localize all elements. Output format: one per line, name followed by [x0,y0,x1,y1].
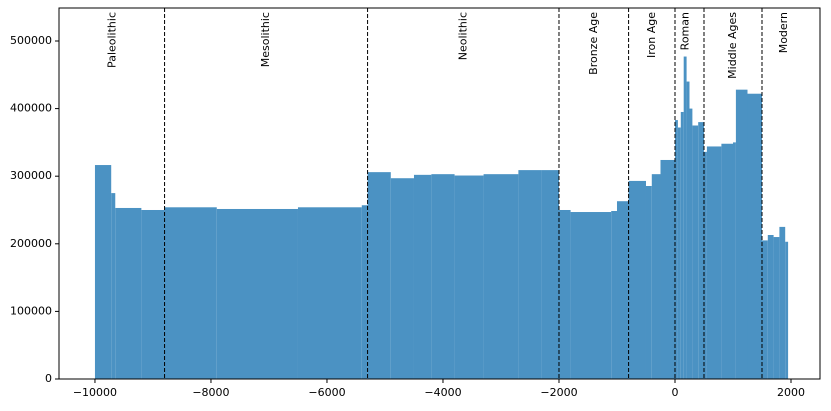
bar [761,240,768,379]
bar [367,172,391,379]
bar [390,178,414,379]
bar [483,174,519,379]
bar [706,146,722,379]
bar [735,89,748,379]
bar [141,209,165,379]
bar [115,207,142,379]
bar [686,81,690,379]
y-tick-label: 400000 [10,102,52,115]
bar [164,207,217,379]
bar [680,111,684,380]
period-label: Modern [777,12,790,53]
y-tick-label: 0 [45,372,52,385]
y-tick-label: 100000 [10,304,52,317]
bar [651,174,661,379]
y-tick-label: 300000 [10,169,52,182]
bar [541,170,559,379]
bar [689,108,693,380]
bar [645,185,652,379]
bar [677,127,681,379]
period-label: Bronze Age [587,12,600,75]
period-label: Roman [678,12,691,50]
bar [683,56,687,379]
bar [94,165,112,379]
bar [721,143,733,379]
bar [361,205,368,379]
bar [628,180,646,379]
period-label: Paleolithic [105,12,118,68]
x-tick-label: −6000 [308,386,345,399]
bar [692,125,699,380]
bar [767,235,774,379]
x-tick-label: 0 [671,386,678,399]
period-label: Middle Ages [726,12,739,79]
bar [297,207,362,379]
period-label: Neolithic [456,12,469,60]
bar [518,170,542,379]
x-tick-label: −8000 [192,386,229,399]
period-label: Iron Age [645,12,658,58]
bar [611,211,617,379]
bar [111,193,116,379]
x-tick-label: 2000 [777,386,805,399]
bar [779,226,786,379]
bar [570,212,612,379]
plot-frame [58,7,821,380]
bar [431,174,455,379]
bar [674,120,678,380]
x-tick-label: −2000 [540,386,577,399]
x-tick-label: −4000 [424,386,461,399]
y-tick-label: 500000 [10,34,52,47]
x-tick-label: −10000 [73,386,117,399]
bar [732,142,736,379]
bar [773,237,780,379]
bar [698,122,704,379]
bar [616,201,629,379]
bar [454,175,484,379]
bar [558,209,571,379]
y-tick-label: 200000 [10,237,52,250]
bar [660,159,675,379]
bar [703,151,707,379]
period-label: Mesolithic [259,12,272,67]
bar [413,174,432,379]
bar [747,93,762,379]
bar [216,208,298,379]
bar [785,241,789,379]
